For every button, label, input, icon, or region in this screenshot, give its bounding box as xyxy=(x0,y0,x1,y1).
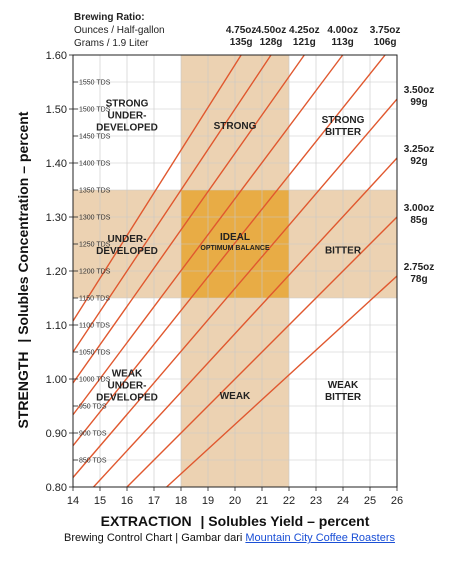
y-axis-title-rest: | Solubles Concentration – percent xyxy=(15,111,31,342)
ideal-sub-label: OPTIMUM BALANCE xyxy=(200,245,270,252)
ratio-label-g: 106g xyxy=(374,37,397,48)
x-tick-label: 16 xyxy=(121,495,133,507)
ratio-line xyxy=(72,98,398,478)
x-tick-label: 18 xyxy=(175,495,187,507)
tds-label: 950 TDS xyxy=(79,404,107,411)
zone-label: DEVELOPED xyxy=(96,246,158,257)
ratio-label-oz: 4.75oz xyxy=(226,25,257,36)
tds-label: 850 TDS xyxy=(79,458,107,465)
ratio-label-oz: 3.25oz xyxy=(404,144,435,155)
x-tick-label: 22 xyxy=(283,495,295,507)
x-tick-label: 25 xyxy=(364,495,376,507)
ratio-label-g: 128g xyxy=(260,37,283,48)
x-axis-title: EXTRACTION | Solubles Yield – percent xyxy=(101,513,370,529)
ratio-line xyxy=(93,157,398,488)
zone-label: BITTER xyxy=(325,127,362,138)
x-tick-label: 15 xyxy=(94,495,106,507)
zone-label: UNDER- xyxy=(108,380,147,391)
zone-label: BITTER xyxy=(325,392,362,403)
ratio-line xyxy=(166,275,398,488)
ratio-units-g: Grams / 1.9 Liter xyxy=(74,38,149,49)
zone-label: STRONG xyxy=(214,121,257,132)
y-tick-label: 0.90 xyxy=(46,428,67,440)
ratio-label-g: 99g xyxy=(410,97,427,108)
y-tick-label: 1.00 xyxy=(46,374,67,386)
x-tick-label: 24 xyxy=(337,495,349,507)
ratio-units-oz: Ounces / Half-gallon xyxy=(74,25,165,36)
y-tick-label: 1.40 xyxy=(46,158,67,170)
zone-label: WEAK xyxy=(112,368,143,379)
ratio-label-oz: 4.00oz xyxy=(327,25,358,36)
ratio-label-g: 121g xyxy=(293,37,316,48)
ratio-label-oz: 4.25oz xyxy=(289,25,320,36)
ratio-line xyxy=(72,54,272,353)
ratio-label-oz: 2.75oz xyxy=(404,262,435,273)
x-tick-label: 23 xyxy=(310,495,322,507)
zone-label: STRONG xyxy=(322,115,365,126)
x-axis-title-rest: | Solubles Yield – percent xyxy=(201,513,370,529)
ratio-line xyxy=(72,54,386,447)
ratio-label-oz: 3.50oz xyxy=(404,85,435,96)
ratio-label-oz: 3.00oz xyxy=(404,203,435,214)
caption-link[interactable]: Mountain City Coffee Roasters xyxy=(245,532,395,544)
y-axis-title: STRENGTH | Solubles Concentration – perc… xyxy=(15,111,31,428)
tds-label: 1400 TDS xyxy=(79,161,111,168)
x-tick-label: 20 xyxy=(229,495,241,507)
y-tick-label: 1.50 xyxy=(46,104,67,116)
tds-label: 900 TDS xyxy=(79,431,107,438)
ratio-label-oz: 4.50oz xyxy=(256,25,287,36)
zone-label: IDEAL xyxy=(220,232,250,243)
zone-label: BITTER xyxy=(325,245,362,256)
x-tick-label: 17 xyxy=(148,495,160,507)
ratio-label-g: 135g xyxy=(230,37,253,48)
tds-label: 1100 TDS xyxy=(79,323,110,330)
tds-label: 1300 TDS xyxy=(79,215,111,222)
zone-label: UNDER- xyxy=(108,234,147,245)
ratio-label-g: 92g xyxy=(410,156,427,167)
y-tick-label: 1.30 xyxy=(46,212,67,224)
tds-label: 1500 TDS xyxy=(79,107,111,114)
figure-caption: Brewing Control Chart | Gambar dari Moun… xyxy=(0,532,459,544)
x-tick-label: 14 xyxy=(67,495,79,507)
tds-label: 1550 TDS xyxy=(79,80,111,87)
x-axis-title-bold: EXTRACTION xyxy=(101,513,192,529)
x-tick-label: 19 xyxy=(202,495,214,507)
tds-label: 1250 TDS xyxy=(79,242,111,249)
zone-label: DEVELOPED xyxy=(96,392,158,403)
ratio-line xyxy=(72,54,305,384)
ratio-line xyxy=(126,216,398,488)
caption-text: Brewing Control Chart | Gambar dari xyxy=(64,532,246,544)
chart-canvas: 850 TDS 900 TDS 950 TDS 1000 TDS 1050 TDS 110… xyxy=(15,12,435,529)
tds-label: 1200 TDS xyxy=(79,269,111,276)
tds-label: 1450 TDS xyxy=(79,134,111,141)
ratio-label-g: 113g xyxy=(332,37,354,48)
x-tick-label: 26 xyxy=(391,495,403,507)
y-tick-label: 1.20 xyxy=(46,266,67,278)
ratio-label-oz: 3.75oz xyxy=(370,25,401,36)
y-tick-label: 1.10 xyxy=(46,320,67,332)
tds-label: 1050 TDS xyxy=(79,350,111,357)
ratio-line xyxy=(72,54,242,322)
y-tick-label: 1.60 xyxy=(46,50,67,62)
ratio-label-g: 78g xyxy=(410,274,427,285)
ratio-line xyxy=(72,54,344,416)
y-axis-title-bold: STRENGTH xyxy=(15,351,31,428)
x-tick-label: 21 xyxy=(256,495,268,507)
ratio-label-g: 85g xyxy=(410,215,427,226)
ratio-title: Brewing Ratio: xyxy=(74,12,145,23)
zone-label: WEAK xyxy=(220,391,251,402)
tds-label: 1000 TDS xyxy=(79,377,111,384)
zone-label: WEAK xyxy=(328,380,359,391)
zone-label: STRONG xyxy=(106,98,149,109)
tds-label: 1150 TDS xyxy=(79,296,110,303)
y-tick-label: 0.80 xyxy=(46,482,67,494)
zone-label: UNDER- xyxy=(108,110,147,121)
zone-label: DEVELOPED xyxy=(96,122,158,133)
tds-label: 1350 TDS xyxy=(79,188,111,195)
